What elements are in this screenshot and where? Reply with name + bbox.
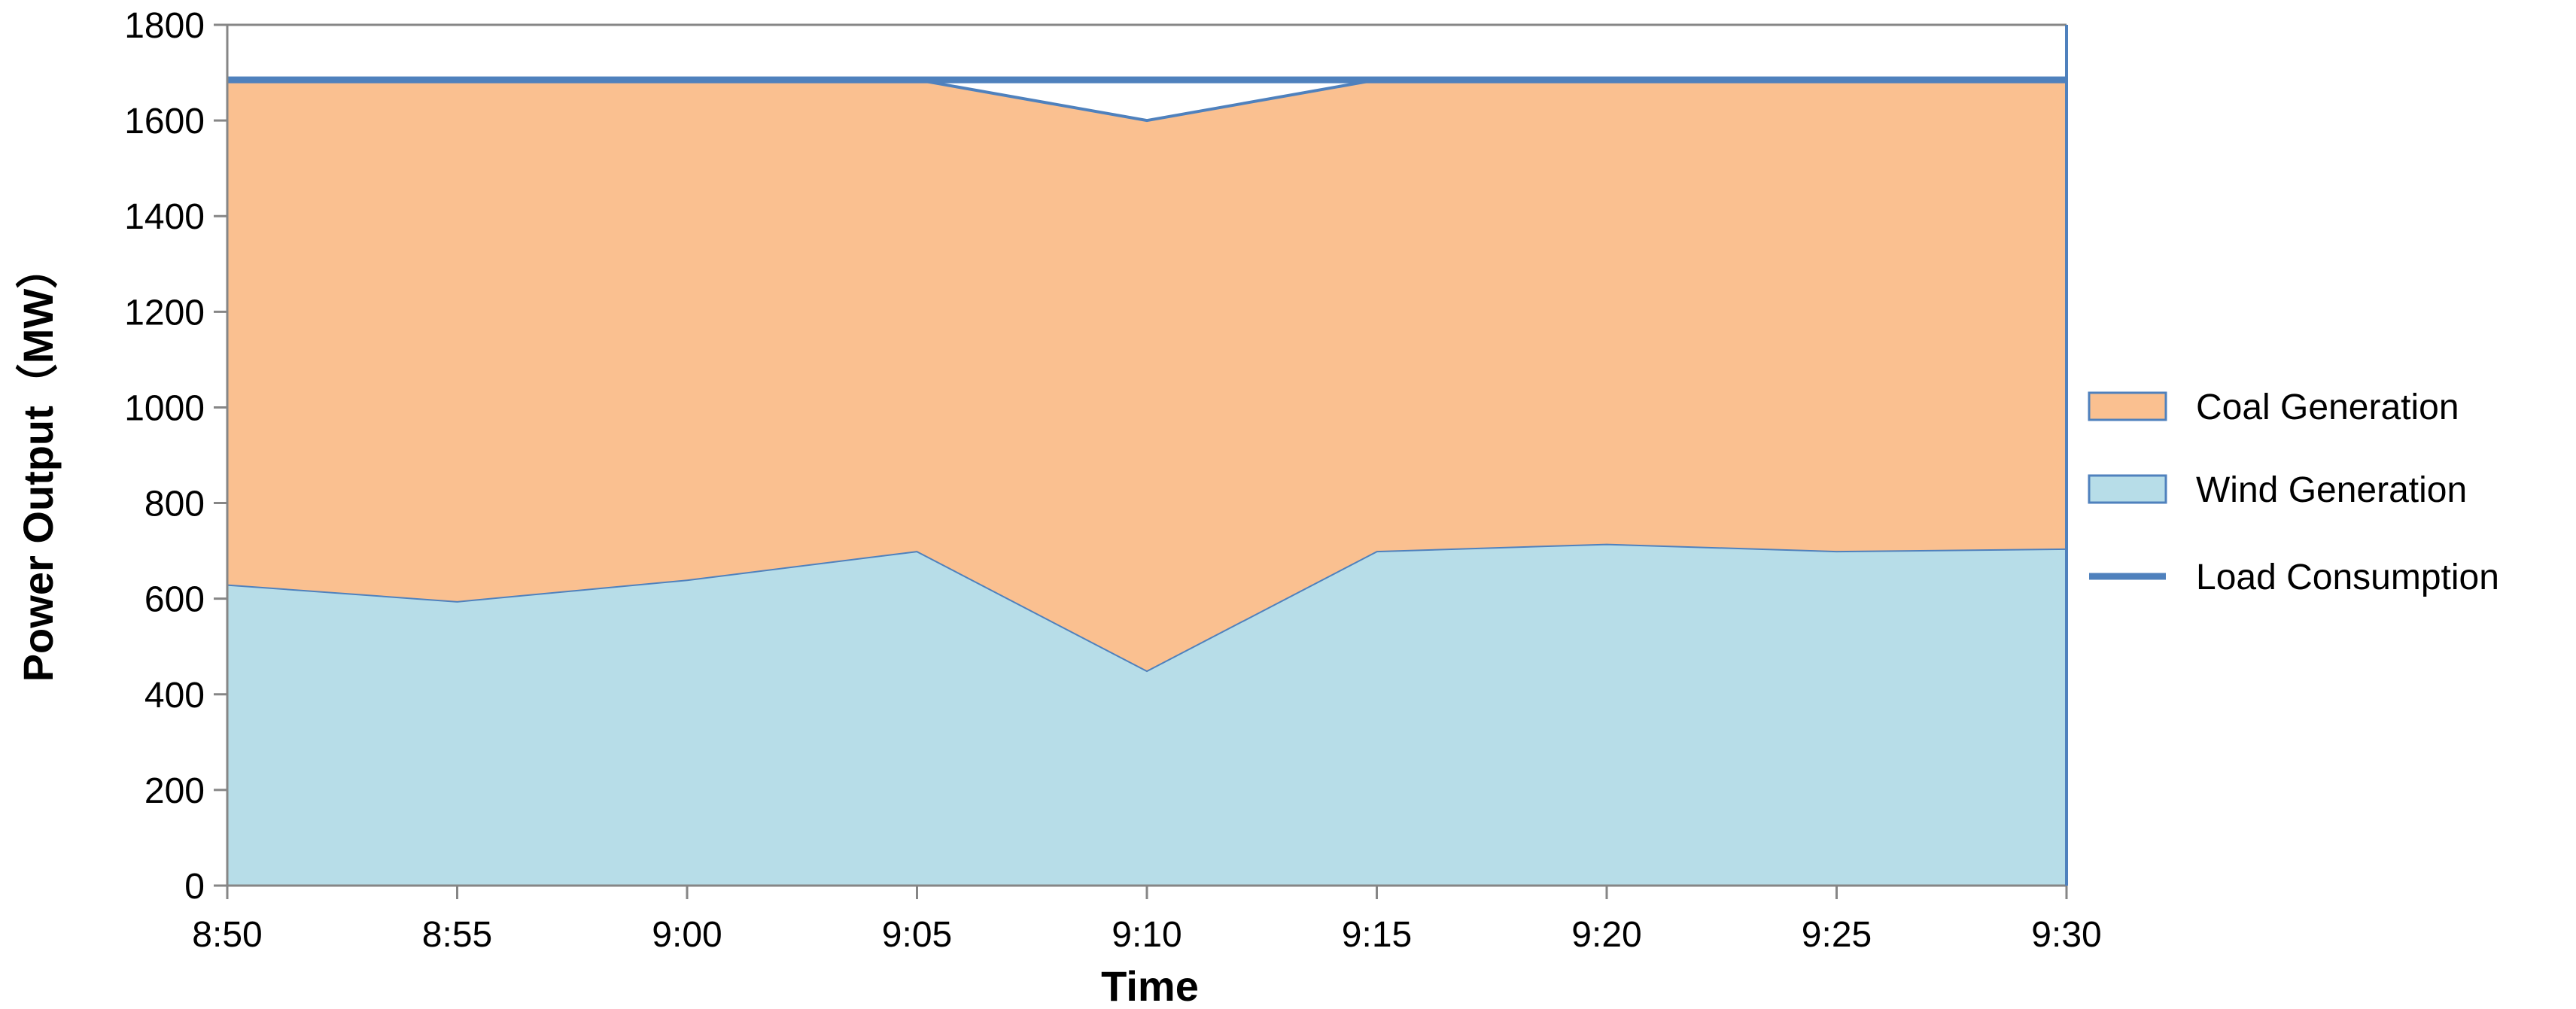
legend-swatch-coal-generation: [2088, 391, 2167, 421]
x-tick-label: 8:50: [192, 915, 262, 955]
coal-generation-area: [227, 80, 2067, 671]
axes: [214, 23, 2068, 899]
y-tick-label: 1200: [124, 293, 205, 333]
x-axis-title: Time: [1101, 962, 1199, 1009]
legend: Coal Generation Wind Generation Load Consu…: [2088, 387, 2499, 597]
x-tick-label: 9:25: [1802, 915, 1872, 955]
y-tick-label: 600: [144, 580, 205, 620]
series-areas: [227, 78, 2067, 886]
x-tick-label: 9:00: [652, 915, 722, 955]
x-tick-label: 8:55: [422, 915, 492, 955]
legend-label-load-consumption: Load Consumption: [2196, 558, 2499, 597]
x-tick-labels: 8:50 8:55 9:00 9:05 9:10 9:15 9:20 9:25 9:30: [192, 915, 2101, 955]
x-tick-label: 9:05: [882, 915, 952, 955]
y-tick-label: 800: [144, 485, 205, 524]
y-tick-label: 1400: [124, 197, 205, 237]
y-axis-title: Power Output（MW）: [14, 247, 62, 682]
y-tick-label: 1000: [124, 388, 205, 428]
x-tick-label: 9:20: [1571, 915, 1641, 955]
x-tick-label: 9:15: [1342, 915, 1412, 955]
legend-swatch-wind-generation: [2088, 474, 2167, 504]
y-tick-label: 200: [144, 771, 205, 811]
x-tick-label: 9:30: [2031, 915, 2101, 955]
y-tick-label: 400: [144, 676, 205, 716]
x-tick-label: 9:10: [1112, 915, 1182, 955]
y-tick-label: 1800: [124, 6, 205, 46]
legend-label-coal-generation: Coal Generation: [2196, 387, 2459, 427]
y-tick-label: 1600: [124, 102, 205, 141]
y-tick-labels: 0 200 400 600 800 1000 1200 1400 1600 1800: [124, 6, 205, 907]
legend-label-wind-generation: Wind Generation: [2196, 470, 2467, 510]
wind-generation-area: [227, 543, 2067, 886]
y-tick-label: 0: [184, 867, 205, 907]
